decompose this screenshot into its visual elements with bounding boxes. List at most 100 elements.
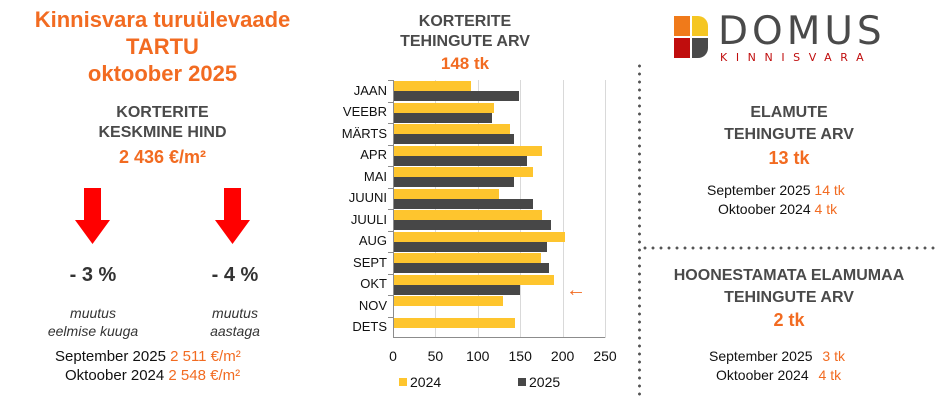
y-axis [393, 80, 394, 338]
comparison-value: 4 tk [818, 367, 842, 383]
comparison-period: September 2025 [709, 348, 813, 364]
domus-logo: DOMUS KINNISVARA [674, 12, 914, 64]
bar-2025-jaan [394, 91, 519, 101]
houses-value: 13 tk [768, 148, 810, 168]
x-axis [393, 337, 605, 338]
houses-comparison-row: September 2025 14 tk [707, 181, 845, 199]
category-label: DETS [352, 319, 387, 335]
land-heading-line2: TEHINGUTE ARV [724, 289, 854, 306]
bar-2024-veebr [394, 102, 495, 113]
change-month-percent: - 3 % [69, 264, 117, 286]
comparison-period: September 2025 [55, 348, 166, 365]
legend-swatch-2025 [518, 378, 526, 386]
bar-2024-juuli [394, 210, 543, 220]
comparison-value: 3 tk [822, 348, 845, 364]
houses-heading-line1: ELAMUTE [750, 104, 828, 121]
bar-2024-apr [394, 145, 543, 156]
change-year-label: muutus aastaga [165, 304, 305, 340]
bar-2024-dets [394, 317, 516, 328]
x-tick-label: 150 [508, 348, 532, 364]
bar-2025-juuli [394, 220, 551, 230]
bar-2024-mai [394, 167, 534, 177]
category-label: MAI [363, 168, 387, 184]
comparison-period: Oktoober 2024 [718, 201, 811, 217]
category-label: JUULI [350, 211, 387, 227]
chart-total: 148 tk [440, 54, 490, 73]
bar-chart-plot [388, 80, 606, 338]
y-tick [388, 295, 393, 296]
avg-price-value: 2 436 €/m² [118, 147, 207, 167]
x-tick-label: 100 [466, 348, 490, 364]
land-heading-line1: HOONESTAMATA ELAMUMAA [673, 267, 905, 284]
logo-square-gray [692, 38, 708, 58]
report-title: Kinnisvara turuülevaade TARTU oktoober 2… [0, 6, 325, 87]
change-month-label-line2: eelmise kuuga [47, 323, 139, 339]
bar-2025-veebr [394, 112, 493, 123]
current-month-arrow-icon: ← [566, 279, 586, 301]
horizontal-divider [641, 246, 937, 250]
category-label: NOV [358, 297, 387, 313]
report-title-city: TARTU [126, 34, 199, 59]
y-tick [388, 209, 393, 210]
chart-title-line2: TEHINGUTE ARV [400, 33, 530, 50]
bar-2025-juuni [394, 198, 534, 209]
chart-title-line1: KORTERITE [418, 13, 512, 30]
legend-item-2024: 2024 [399, 374, 441, 390]
legend-item-2025: 2025 [518, 374, 560, 390]
change-year-percent: - 4 % [211, 264, 259, 286]
gridline [562, 80, 564, 338]
avg-price-heading-line1: KORTERITE [116, 104, 209, 121]
bar-2025-märts [394, 134, 514, 144]
avg-price-comparison-row: Oktoober 2024 2 548 €/m² [65, 366, 240, 385]
y-tick [388, 123, 393, 124]
bar-2024-sept [394, 253, 541, 263]
category-label: JUUNI [348, 190, 387, 206]
y-tick [388, 166, 393, 167]
gridline [435, 80, 437, 338]
bar-2024-okt [394, 274, 555, 285]
arrow-down-icon [75, 188, 110, 244]
bar-2024-juuni [394, 188, 500, 199]
gridline [605, 80, 606, 338]
change-year-label-line2: aastaga [210, 323, 260, 339]
y-tick [388, 80, 393, 81]
bar-2025-aug [394, 241, 548, 252]
logo-square-yellow [692, 16, 708, 36]
category-label: VEEBR [342, 104, 387, 120]
bar-2025-mai [394, 177, 514, 187]
land-comparison-row: September 2025 3 tk [709, 347, 845, 365]
arrow-down-icon [215, 188, 250, 244]
legend-swatch-2024 [399, 378, 407, 386]
houses-heading-line2: TEHINGUTE ARV [724, 126, 854, 143]
change-year-label-line1: muutus [212, 305, 258, 321]
report-title-period: oktoober 2025 [87, 61, 238, 86]
category-label: JAAN [353, 82, 387, 98]
land-comparison-row: Oktoober 2024 4 tk [716, 366, 841, 384]
x-tick-label: 250 [593, 348, 617, 364]
logo-square-red [674, 38, 690, 58]
bar-2025-okt [394, 284, 520, 295]
chart-title: KORTERITE TEHINGUTE ARV [330, 12, 600, 52]
y-tick [388, 144, 393, 146]
land-heading: HOONESTAMATA ELAMUMAA TEHINGUTE ARV [641, 265, 937, 309]
category-label: MÄRTS [341, 125, 387, 141]
bar-2025-sept [394, 263, 550, 273]
change-month-label-line1: muutus [70, 305, 116, 321]
avg-price-heading-line2: KESKMINE HIND [98, 124, 227, 141]
comparison-value: 14 tk [814, 182, 845, 198]
bar-2024-aug [394, 231, 566, 242]
category-label: SEPT [353, 254, 387, 270]
comparison-value: 4 tk [814, 201, 838, 217]
legend-label: 2024 [410, 374, 442, 390]
bar-2025-apr [394, 155, 528, 166]
bar-2024-jaan [394, 81, 472, 91]
category-label: OKT [360, 276, 387, 292]
y-tick [388, 230, 393, 232]
category-label: APR [360, 147, 387, 163]
logo-subtitle: KINNISVARA [720, 51, 873, 64]
change-month-label: muutus eelmise kuuga [23, 304, 163, 340]
land-value: 2 tk [773, 310, 805, 330]
report-title-line1: Kinnisvara turuülevaade [34, 7, 291, 32]
comparison-value: 2 548 €/m² [168, 367, 241, 384]
avg-price-comparison-row: September 2025 2 511 €/m² [55, 347, 241, 366]
